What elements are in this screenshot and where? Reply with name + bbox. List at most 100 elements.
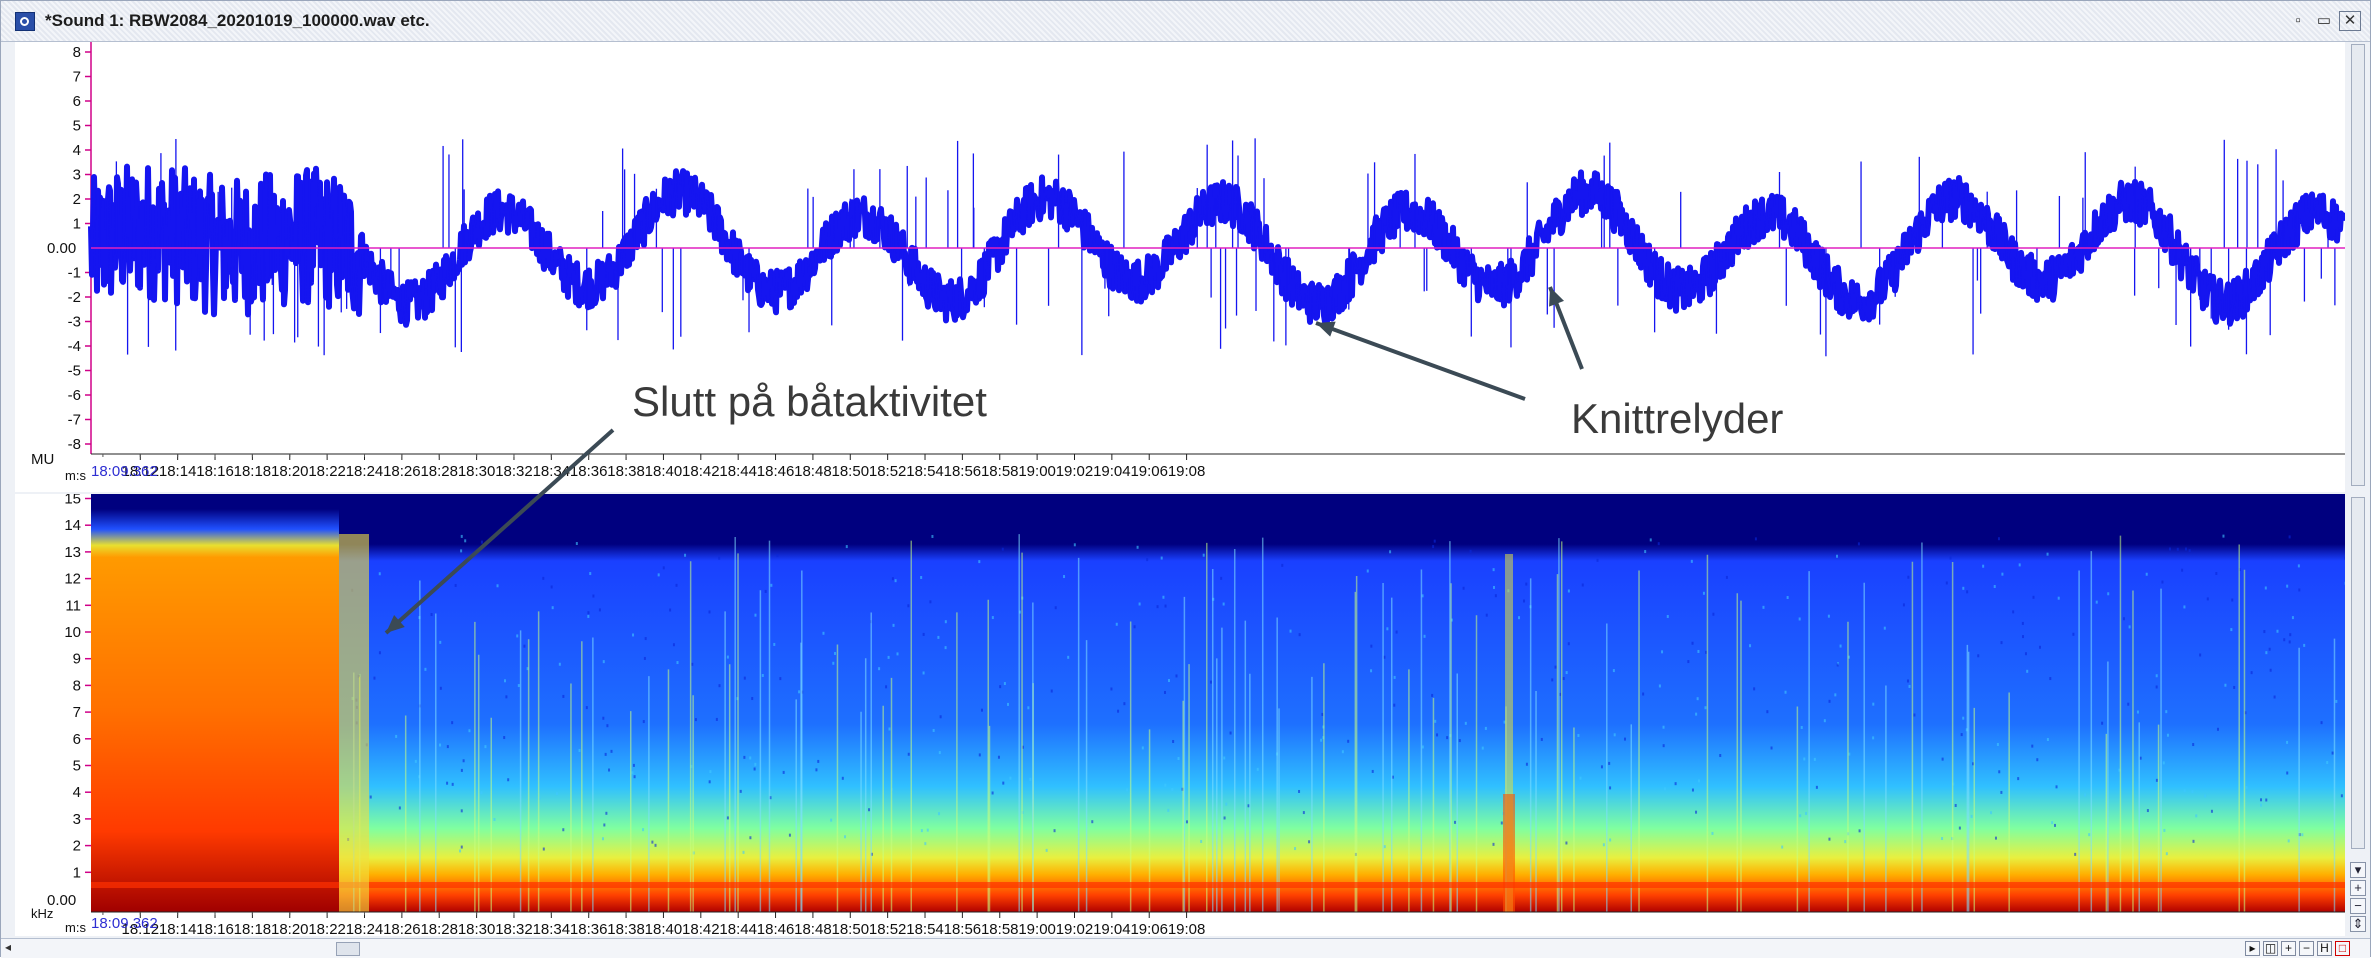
spectrogram-scroll-thumb[interactable] — [2351, 497, 2365, 849]
time-tick-label: 18:58 — [981, 463, 1019, 480]
spectrogram-y-tick-label: 12 — [64, 571, 81, 588]
time-tick-label: 18:18 — [234, 921, 272, 936]
horizontal-scroll-thumb[interactable] — [336, 942, 360, 956]
waveform-y-tick-label: -4 — [68, 338, 81, 355]
zoom-in-vertical-button[interactable]: + — [2350, 880, 2366, 896]
time-tick-label: 18:56 — [944, 463, 982, 480]
time-tick-label: 18:50 — [832, 463, 870, 480]
spectrogram-y-tick-label: 6 — [73, 731, 81, 748]
waveform-y-tick-label: -7 — [68, 412, 81, 429]
time-tick-label: 18:44 — [719, 463, 757, 480]
title-bar[interactable]: *Sound 1: RBW2084_20201019_100000.wav et… — [1, 1, 2370, 42]
split-view-icon[interactable]: ◫ — [2263, 941, 2278, 956]
time-tick-label: 18:32 — [495, 463, 533, 480]
time-tick-label: 19:04 — [1093, 921, 1131, 936]
spectrogram-y-tick-label: 4 — [73, 784, 81, 801]
boat-noise-region — [91, 509, 339, 912]
time-tick-label: 18:48 — [794, 921, 832, 936]
spectrogram-time-unit: m:s — [65, 920, 86, 935]
time-tick-label: 18:20 — [271, 463, 309, 480]
fit-horizontal-button[interactable]: H — [2317, 941, 2332, 956]
time-tick-label: 18:34 — [533, 463, 571, 480]
time-tick-label: 18:58 — [981, 921, 1019, 936]
spectrogram-y-tick-label: 11 — [65, 597, 81, 614]
time-tick-label: 19:04 — [1093, 463, 1131, 480]
waveform-y-tick-label: -2 — [68, 289, 81, 306]
spectrogram-y-tick-label: 13 — [64, 544, 81, 561]
time-tick-label: 18:42 — [682, 463, 720, 480]
spectrogram-y-tick-label: 7 — [73, 704, 81, 721]
spectrogram-y-tick-label: 5 — [73, 758, 81, 775]
time-tick-label: 19:08 — [1168, 463, 1206, 480]
waveform-y-tick-label: 7 — [73, 69, 81, 86]
time-tick-label: 18:46 — [757, 921, 795, 936]
waveform-unit-label: MU — [31, 451, 54, 468]
time-tick-label: 18:30 — [458, 921, 496, 936]
maximize-icon[interactable]: ▭ — [2313, 11, 2335, 31]
scroll-left-icon[interactable]: ◂ — [5, 940, 11, 954]
zoom-out-vertical-button[interactable]: − — [2350, 898, 2366, 914]
time-tick-label: 19:00 — [1018, 921, 1056, 936]
waveform-zero-label: 0.00 — [47, 240, 76, 257]
boat-end-label: Slutt på båtaktivitet — [632, 378, 987, 425]
spectrogram-y-tick-label: 1 — [73, 864, 81, 881]
waveform-y-tick-label: 2 — [73, 191, 81, 208]
time-tick-label: 18:48 — [794, 463, 832, 480]
waveform-y-tick-label: -1 — [68, 265, 81, 282]
time-tick-label: 19:02 — [1056, 463, 1094, 480]
time-tick-label: 18:52 — [869, 463, 907, 480]
time-tick-label: 18:32 — [495, 921, 533, 936]
zoom-out-button[interactable]: − — [2299, 941, 2314, 956]
time-tick-label: 18:38 — [607, 463, 645, 480]
play-icon[interactable]: ▸ — [2245, 941, 2260, 956]
waveform-time-unit: m:s — [65, 468, 86, 483]
time-tick-label: 19:02 — [1056, 921, 1094, 936]
close-icon[interactable]: ✕ — [2339, 11, 2361, 31]
zoom-in-button[interactable]: + — [2281, 941, 2296, 956]
spectrogram-start-time: 18:09.362 — [91, 915, 158, 932]
waveform-start-time: 18:09.362 — [91, 463, 158, 480]
time-tick-label: 18:36 — [570, 463, 608, 480]
time-tick-label: 18:42 — [682, 921, 720, 936]
time-tick-label: 18:22 — [308, 463, 346, 480]
waveform-y-tick-label: 4 — [73, 142, 81, 159]
time-tick-label: 18:18 — [234, 463, 272, 480]
vertical-scrollbar[interactable]: ▾ + − ⇕ — [2347, 42, 2369, 936]
time-tick-label: 18:50 — [832, 921, 870, 936]
horizontal-scrollbar[interactable]: ◂ ▸ ◫ + − H □ — [1, 938, 2370, 958]
time-tick-label: 18:36 — [570, 921, 608, 936]
time-tick-label: 18:44 — [719, 921, 757, 936]
time-tick-label: 19:08 — [1168, 921, 1206, 936]
time-tick-label: 18:40 — [645, 921, 683, 936]
time-tick-label: 18:16 — [196, 463, 234, 480]
time-tick-label: 18:28 — [420, 921, 458, 936]
app-icon — [15, 12, 35, 31]
time-tick-label: 18:26 — [383, 921, 421, 936]
select-region-button[interactable]: □ — [2335, 941, 2350, 956]
waveform-y-tick-label: 1 — [73, 216, 81, 233]
spectrogram-y-tick-label: 8 — [73, 677, 81, 694]
time-tick-label: 18:20 — [271, 921, 309, 936]
scroll-down-icon[interactable]: ▾ — [2350, 862, 2366, 878]
waveform-y-tick-label: -3 — [68, 314, 81, 331]
time-tick-label: 18:26 — [383, 463, 421, 480]
time-tick-label: 18:24 — [346, 463, 384, 480]
restore-icon[interactable]: ▫ — [2287, 11, 2309, 31]
spectrogram-y-tick-label: 15 — [64, 494, 81, 508]
fit-vertical-button[interactable]: ⇕ — [2350, 916, 2366, 932]
time-tick-label: 18:16 — [196, 921, 234, 936]
waveform-y-tick-label: 3 — [73, 167, 81, 184]
waveform-y-tick-label: 6 — [73, 93, 81, 110]
time-tick-label: 19:00 — [1018, 463, 1056, 480]
spectrogram-unit-label: kHz — [31, 906, 53, 921]
time-tick-label: 18:30 — [458, 463, 496, 480]
time-tick-label: 18:14 — [159, 463, 197, 480]
waveform-scroll-thumb[interactable] — [2351, 44, 2365, 486]
crackle-label: Knittrelyder — [1571, 395, 1783, 442]
time-tick-label: 18:54 — [906, 921, 944, 936]
window-title: *Sound 1: RBW2084_20201019_100000.wav et… — [45, 11, 430, 31]
